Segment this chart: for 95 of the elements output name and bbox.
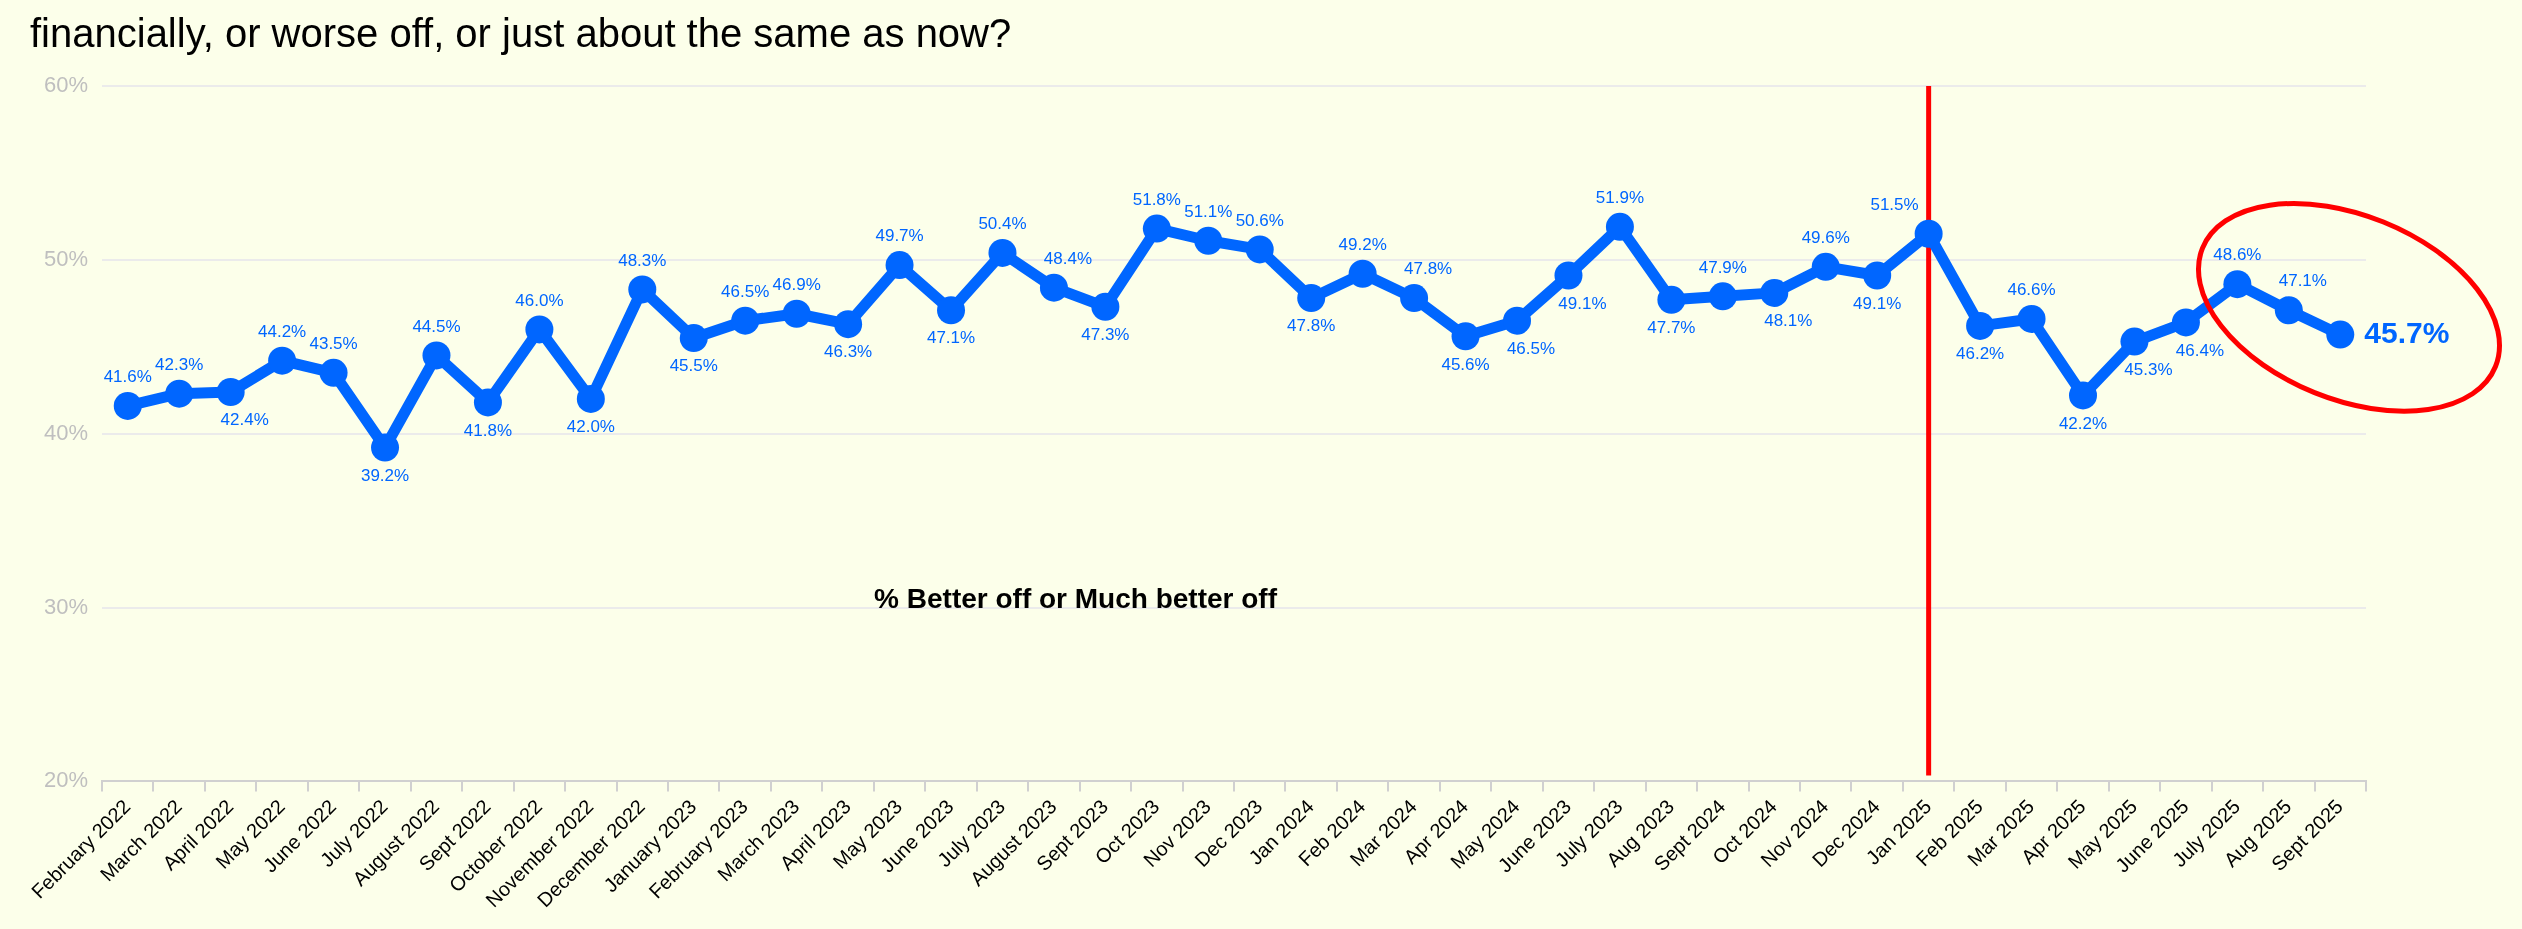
point [1142, 214, 1171, 243]
data-label: 46.5% [721, 281, 770, 301]
y-tick-label: 50% [43, 245, 89, 271]
point [679, 324, 708, 353]
point [2274, 296, 2303, 325]
data-label: 46.4% [2175, 340, 2225, 360]
chart-title: financially, or worse off, or just about the same as now? [30, 11, 1012, 56]
point [731, 306, 760, 335]
data-label: 42.0% [566, 417, 615, 437]
data-label: 47.3% [1081, 324, 1130, 344]
data-label: 48.4% [1043, 248, 1093, 268]
data-label: 51.1% [1184, 201, 1233, 221]
y-tick-label: 30% [43, 593, 89, 619]
data-label: 45.5% [669, 356, 718, 376]
data-label: 44.2% [258, 321, 307, 341]
point [165, 379, 194, 408]
point [1554, 261, 1583, 290]
y-tick-label: 40% [43, 419, 89, 445]
point [113, 391, 142, 420]
point [1760, 278, 1789, 307]
data-label: 50.6% [1235, 210, 1284, 230]
point [2120, 327, 2149, 356]
point [371, 433, 400, 462]
data-label: 47.7% [1647, 318, 1696, 338]
data-label: 47.1% [2278, 271, 2327, 291]
data-label: 42.4% [220, 410, 269, 430]
data-label: 49.7% [875, 226, 924, 246]
data-label: 47.9% [1698, 257, 1747, 277]
point [2017, 304, 2046, 333]
point [1503, 306, 1532, 335]
data-label: 45.3% [2124, 359, 2173, 379]
data-label: 49.1% [1853, 293, 1902, 313]
data-label: 51.9% [1595, 188, 1645, 208]
point [525, 315, 554, 344]
point [422, 341, 451, 370]
point [473, 388, 502, 417]
point [885, 251, 914, 280]
point [2171, 308, 2200, 337]
data-label: 49.1% [1558, 293, 1607, 313]
point [1966, 311, 1995, 340]
data-label: 39.2% [360, 465, 410, 485]
point [1708, 282, 1737, 311]
data-label: 46.3% [824, 342, 873, 362]
point [2223, 270, 2252, 299]
point [1039, 273, 1068, 302]
point [1091, 292, 1120, 321]
data-label: 45.7% [2364, 315, 2450, 349]
data-label: 48.1% [1764, 311, 1813, 331]
point [576, 384, 605, 413]
point [2069, 381, 2097, 410]
data-label: 49.6% [1801, 227, 1850, 247]
data-label: 48.3% [618, 250, 667, 270]
point [1605, 212, 1634, 241]
point [216, 377, 245, 406]
point [1451, 322, 1480, 351]
y-tick-label: 60% [43, 72, 89, 98]
point [268, 346, 297, 375]
data-label: 42.2% [2058, 413, 2108, 433]
data-label: 48.6% [2213, 245, 2262, 265]
data-label: 47.8% [1287, 316, 1336, 336]
point [937, 296, 966, 325]
data-label: 47.1% [926, 328, 976, 348]
point [1400, 284, 1429, 313]
point [834, 310, 863, 339]
data-label: 49.2% [1338, 234, 1387, 254]
data-label: 46.9% [772, 274, 821, 294]
data-label: 46.2% [1955, 344, 2005, 364]
point [782, 299, 811, 328]
data-label: 41.6% [103, 367, 152, 387]
data-label: 51.5% [1870, 194, 1919, 214]
point [1657, 285, 1686, 314]
point [319, 358, 348, 387]
point [2326, 320, 2355, 349]
point [1914, 219, 1943, 248]
data-label: 45.6% [1441, 354, 1490, 374]
data-label: 46.5% [1506, 338, 1556, 358]
point [1811, 252, 1840, 281]
point [1297, 284, 1326, 313]
data-label: 46.6% [2007, 280, 2056, 300]
point [1863, 261, 1892, 290]
y-tick-label: 20% [43, 767, 89, 793]
data-label: 44.5% [412, 316, 461, 336]
data-label: 47.8% [1404, 259, 1453, 279]
data-label: 42.3% [155, 354, 204, 374]
data-label: 46.0% [515, 290, 564, 310]
point [988, 238, 1017, 267]
point [1194, 226, 1223, 255]
data-label: 50.4% [978, 214, 1027, 234]
annotation: % Better off or Much better off [874, 583, 1278, 615]
data-label: 51.8% [1132, 189, 1181, 209]
point [628, 275, 657, 304]
point [1348, 259, 1377, 288]
data-label: 43.5% [309, 334, 358, 354]
point [1245, 235, 1274, 264]
data-label: 41.8% [463, 420, 513, 440]
